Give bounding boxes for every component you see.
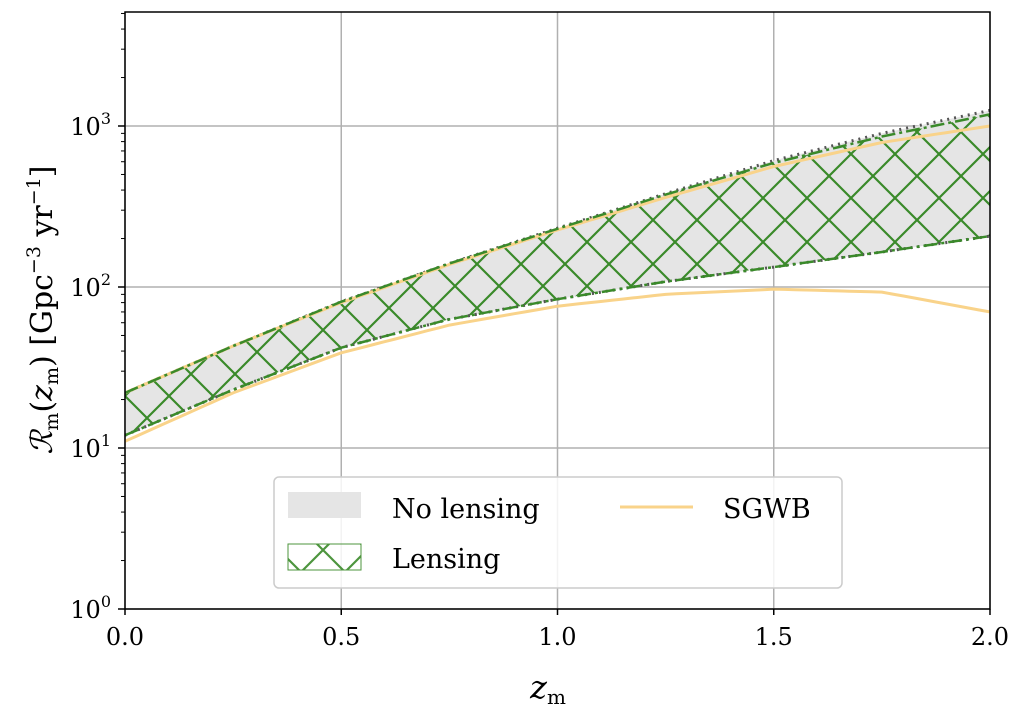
y-axis-label: ℛm(zm) [Gpc−3 yr−1] [23,165,63,454]
lensing-upper-line [125,113,990,395]
y-tick-label: 100 [70,592,111,624]
legend-label-lensing: Lensing [392,544,500,575]
plot-marks [125,108,990,443]
legend-swatch-lensing [287,543,362,571]
legend-swatch-no-lensing [288,492,361,518]
legend-label-no-lensing: No lensing [392,494,540,525]
x-tick-label: 0.5 [322,623,360,651]
x-tick-label: 2.0 [971,623,1009,651]
x-tick-label: 0.0 [106,623,144,651]
y-tick-label: 101 [70,431,111,463]
x-axis-label: zm [529,668,566,709]
y-tick-label: 102 [70,270,111,302]
axis-ticks: 0.0 0.5 1.0 1.5 2.0 100 101 102 103 [70,12,1009,651]
legend-box [273,476,843,589]
x-tick-label: 1.5 [755,623,793,651]
lensing-lower-line [125,234,990,437]
y-tick-label: 103 [70,109,111,141]
x-tick-label: 1.0 [538,623,576,651]
legend: No lensing Lensing SGWB [273,476,843,589]
legend-label-sgwb: SGWB [723,494,811,525]
sgwb-lower-line [125,287,990,443]
band-lensing [125,114,990,436]
